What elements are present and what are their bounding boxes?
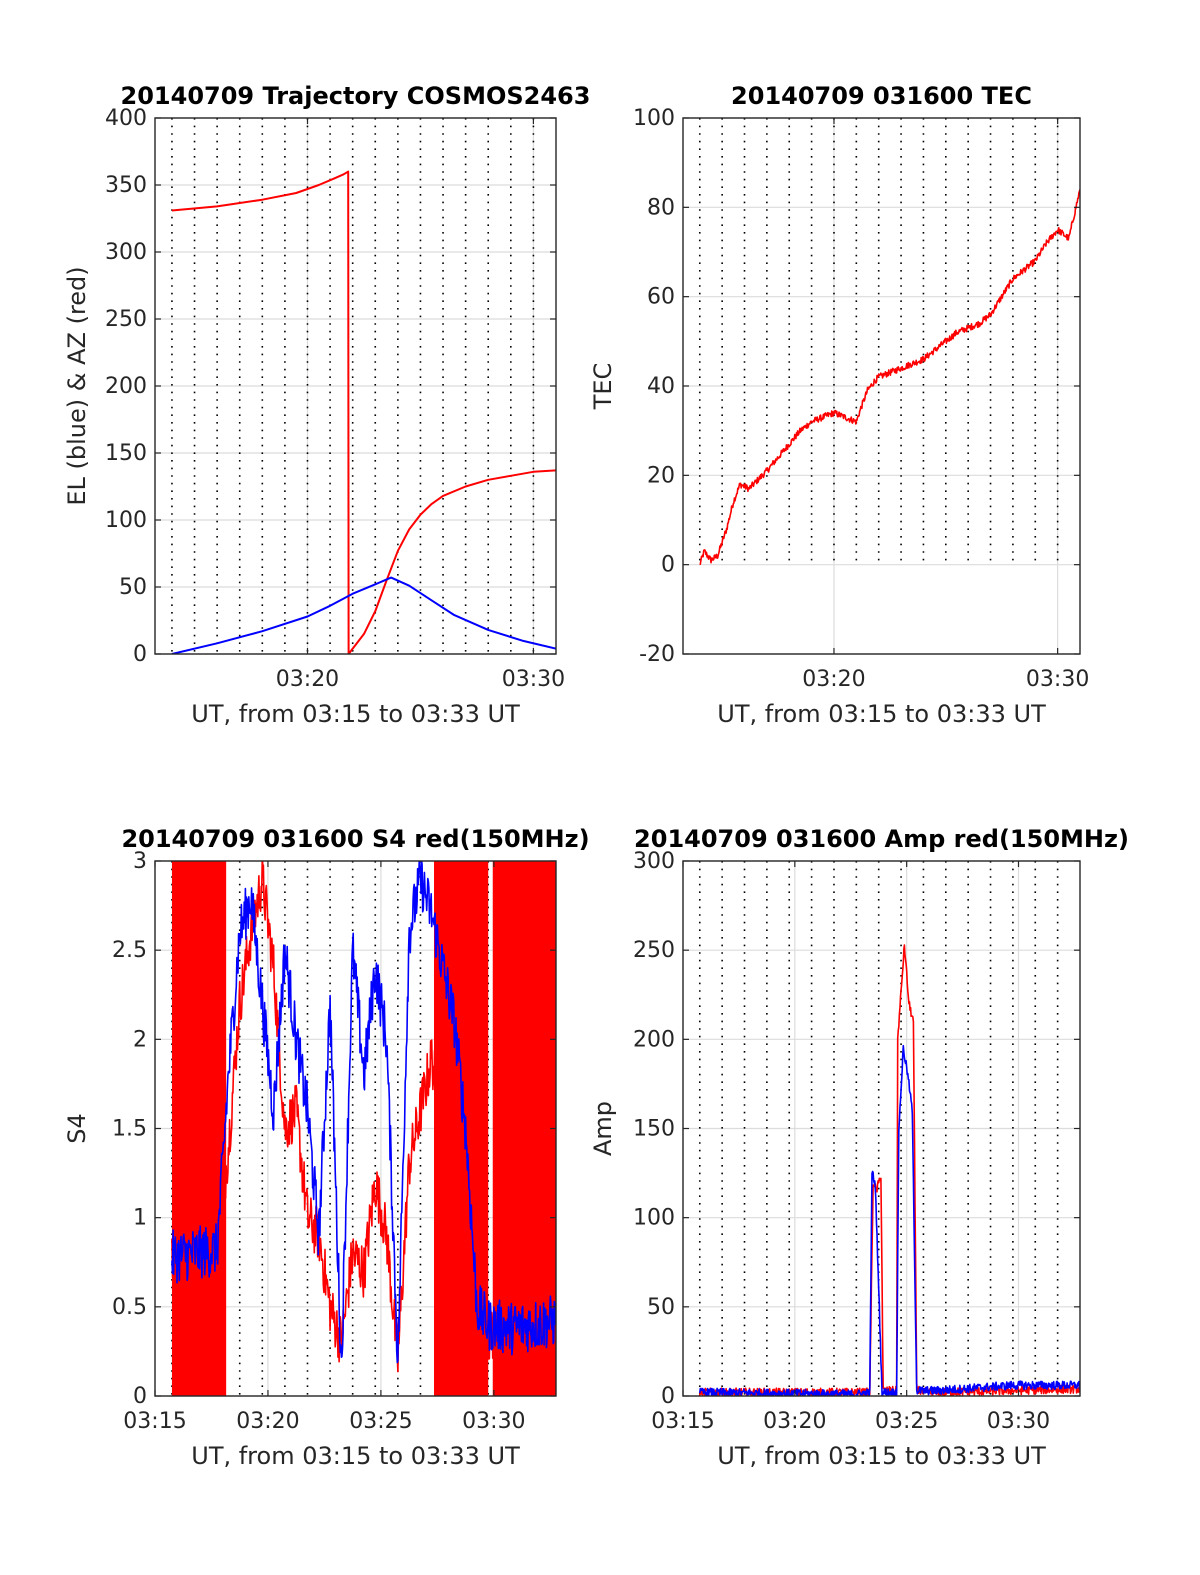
x-axis-label: UT, from 03:15 to 03:33 UT xyxy=(191,1442,520,1470)
x-tick-label: 03:25 xyxy=(349,1409,412,1434)
x-axis-label: UT, from 03:15 to 03:33 UT xyxy=(717,700,1046,728)
chart-amp: 0 50 100 150 200 250 300 03:15 03:20 03:25 03:30 20… xyxy=(589,825,1129,1470)
chart-title: 20140709 031600 S4 red(150MHz) xyxy=(121,825,589,853)
x-tick-label: 03:30 xyxy=(987,1409,1050,1434)
y-tick-label: 0 xyxy=(661,553,675,578)
plot-area xyxy=(699,189,1080,566)
y-tick-label: 40 xyxy=(647,374,675,399)
y-tick-label: 0 xyxy=(661,1384,675,1409)
y-tick-label: 200 xyxy=(105,374,147,399)
y-tick-label: 300 xyxy=(633,849,675,874)
y-tick-label: 100 xyxy=(105,508,147,533)
y-tick-label: 2.5 xyxy=(112,938,147,963)
series-line-1 xyxy=(171,170,556,654)
x-axis-label: UT, from 03:15 to 03:33 UT xyxy=(717,1442,1046,1470)
y-tick-label: 250 xyxy=(633,938,675,963)
y-tick-label: 200 xyxy=(633,1027,675,1052)
plot-area xyxy=(171,861,556,1396)
y-tick-label: 1 xyxy=(133,1206,147,1231)
chart-tec: -20 0 20 40 60 80 100 03:20 03:30 20140709 031600… xyxy=(589,82,1089,728)
y-tick-label: -20 xyxy=(639,642,675,667)
y-tick-label: 150 xyxy=(105,441,147,466)
chart-trajectory: 0 50 100 150 200 250 300 350 400 03:20 03:30 201407… xyxy=(63,82,590,728)
x-tick-label: 03:15 xyxy=(651,1409,714,1434)
x-tick-label: 03:30 xyxy=(502,667,565,692)
chart-title: 20140709 031600 Amp red(150MHz) xyxy=(634,825,1129,853)
y-tick-label: 0.5 xyxy=(112,1295,147,1320)
series-line-1 xyxy=(171,861,556,1373)
y-tick-label: 150 xyxy=(633,1117,675,1142)
y-tick-label: 0 xyxy=(133,642,147,667)
x-tick-label: 03:30 xyxy=(1026,667,1089,692)
chart-s4: 0 0.5 1 1.5 2 2.5 3 03:15 03:20 03:25 03:30 2014070… xyxy=(63,825,590,1470)
x-tick-label: 03:20 xyxy=(763,1409,826,1434)
chart-title: 20140709 031600 TEC xyxy=(731,82,1032,110)
y-tick-label: 2 xyxy=(133,1027,147,1052)
x-tick-label: 03:25 xyxy=(875,1409,938,1434)
y-tick-label: 20 xyxy=(647,463,675,488)
saturated-band xyxy=(171,861,227,1396)
y-tick-label: 100 xyxy=(633,106,675,131)
y-tick-label: 300 xyxy=(105,240,147,265)
x-axis-label: UT, from 03:15 to 03:33 UT xyxy=(191,700,520,728)
y-tick-label: 100 xyxy=(633,1206,675,1231)
y-axis-label: TEC xyxy=(589,363,617,411)
y-tick-label: 50 xyxy=(119,575,147,600)
x-tick-label: 03:20 xyxy=(276,667,339,692)
series-line-2 xyxy=(699,1044,1080,1396)
y-tick-label: 80 xyxy=(647,195,675,220)
x-tick-label: 03:20 xyxy=(236,1409,299,1434)
y-axis-label: Amp xyxy=(589,1101,617,1156)
plot-area xyxy=(699,944,1080,1396)
y-tick-label: 60 xyxy=(647,285,675,310)
y-axis-label: S4 xyxy=(63,1113,91,1144)
y-tick-label: 250 xyxy=(105,307,147,332)
chart-title: 20140709 Trajectory COSMOS2463 xyxy=(121,82,591,110)
y-axis-label: EL (blue) & AZ (red) xyxy=(63,266,91,505)
x-tick-label: 03:20 xyxy=(802,667,865,692)
y-tick-label: 1.5 xyxy=(112,1117,147,1142)
series-line-2 xyxy=(171,861,556,1364)
series-line-1 xyxy=(699,189,1080,566)
y-tick-label: 350 xyxy=(105,173,147,198)
series-line-2 xyxy=(171,576,556,654)
x-tick-label: 03:15 xyxy=(123,1409,186,1434)
y-tick-label: 400 xyxy=(105,106,147,131)
y-tick-label: 50 xyxy=(647,1295,675,1320)
y-tick-label: 0 xyxy=(133,1384,147,1409)
x-tick-label: 03:30 xyxy=(462,1409,525,1434)
y-tick-label: 3 xyxy=(133,849,147,874)
plot-area xyxy=(171,170,556,654)
